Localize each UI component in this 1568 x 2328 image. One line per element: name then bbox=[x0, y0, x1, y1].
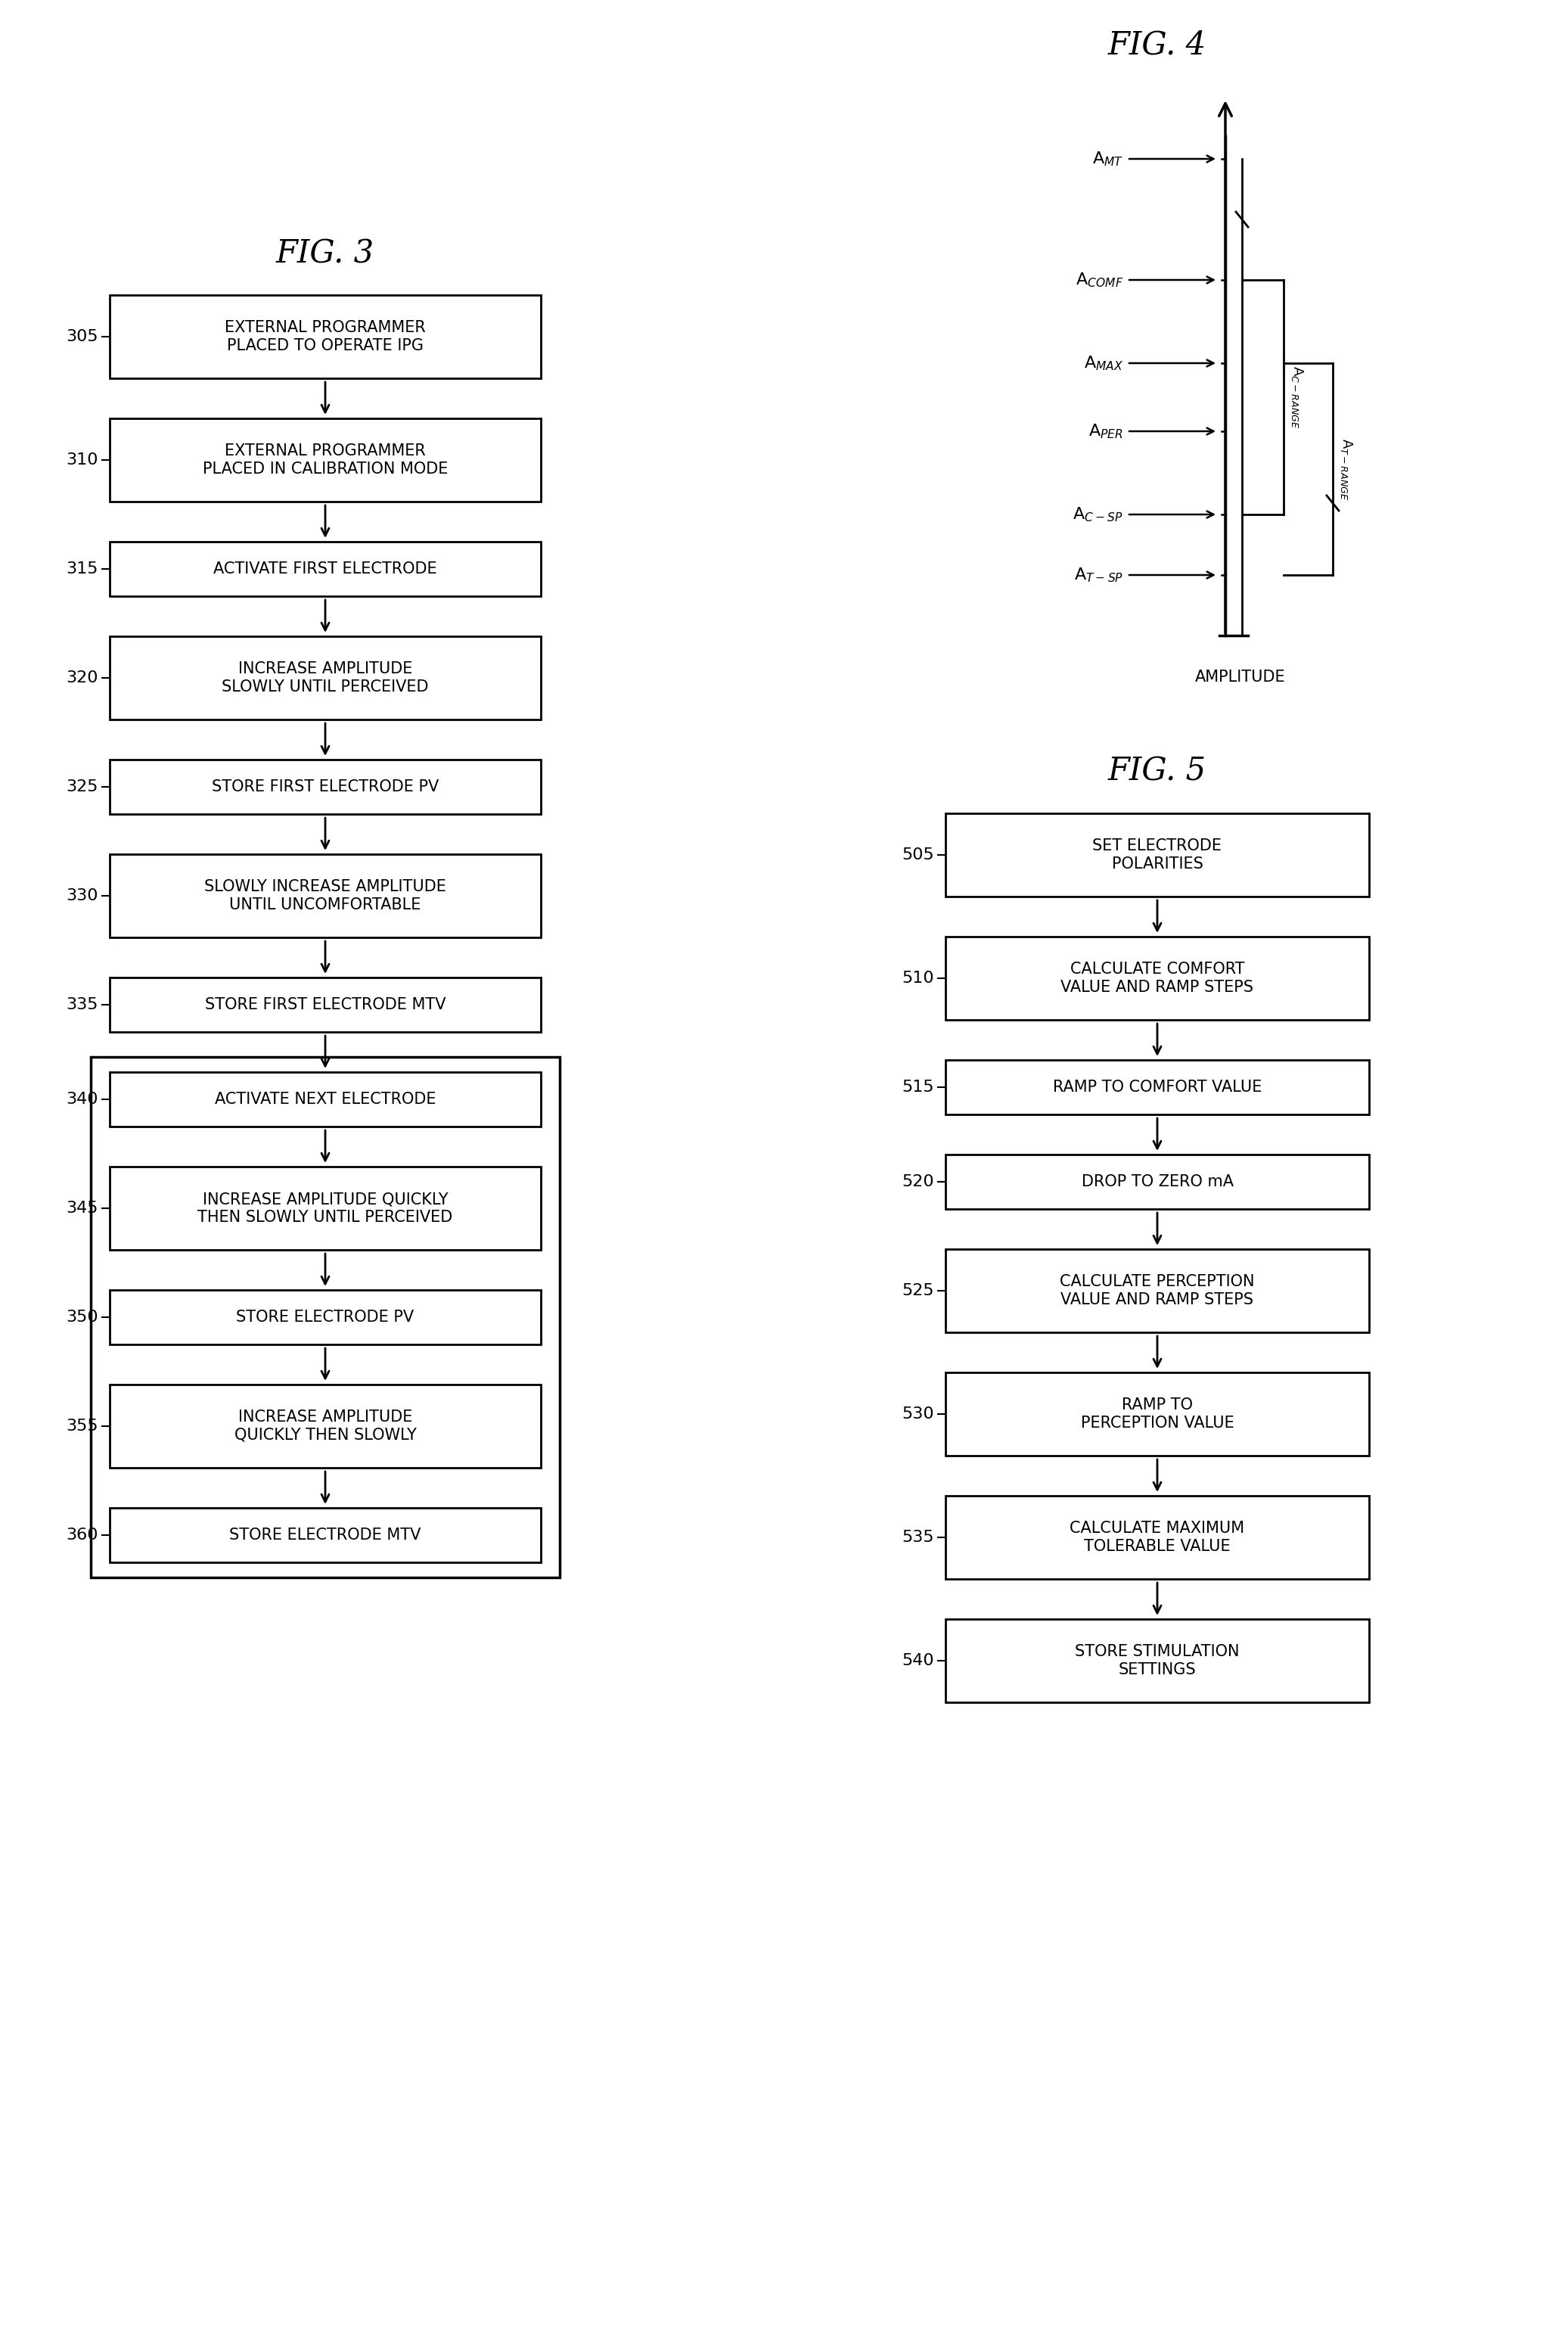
FancyBboxPatch shape bbox=[110, 1166, 541, 1250]
Text: 515: 515 bbox=[902, 1080, 935, 1094]
FancyBboxPatch shape bbox=[946, 1250, 1369, 1332]
Text: 355: 355 bbox=[66, 1418, 99, 1434]
FancyBboxPatch shape bbox=[110, 854, 541, 938]
Bar bbox=[91, 1057, 560, 1578]
Text: CALCULATE PERCEPTION
VALUE AND RAMP STEPS: CALCULATE PERCEPTION VALUE AND RAMP STEP… bbox=[1060, 1273, 1254, 1306]
FancyBboxPatch shape bbox=[110, 296, 541, 377]
Text: SLOWLY INCREASE AMPLITUDE
UNTIL UNCOMFORTABLE: SLOWLY INCREASE AMPLITUDE UNTIL UNCOMFOR… bbox=[204, 880, 447, 913]
Text: CALCULATE COMFORT
VALUE AND RAMP STEPS: CALCULATE COMFORT VALUE AND RAMP STEPS bbox=[1062, 961, 1254, 994]
FancyBboxPatch shape bbox=[110, 759, 541, 815]
Text: 345: 345 bbox=[66, 1201, 99, 1215]
FancyBboxPatch shape bbox=[946, 1618, 1369, 1702]
FancyBboxPatch shape bbox=[110, 1290, 541, 1346]
Text: STORE FIRST ELECTRODE MTV: STORE FIRST ELECTRODE MTV bbox=[205, 996, 445, 1013]
Text: STORE ELECTRODE MTV: STORE ELECTRODE MTV bbox=[229, 1527, 422, 1543]
Text: CALCULATE MAXIMUM
TOLERABLE VALUE: CALCULATE MAXIMUM TOLERABLE VALUE bbox=[1069, 1520, 1245, 1553]
Text: A$_{C-RANGE}$: A$_{C-RANGE}$ bbox=[1289, 365, 1305, 428]
Text: 540: 540 bbox=[902, 1653, 935, 1669]
FancyBboxPatch shape bbox=[946, 936, 1369, 1020]
Text: 360: 360 bbox=[66, 1527, 99, 1543]
Text: AMPLITUDE: AMPLITUDE bbox=[1195, 670, 1286, 684]
Text: A$_{MAX}$: A$_{MAX}$ bbox=[1083, 354, 1123, 372]
Text: EXTERNAL PROGRAMMER
PLACED IN CALIBRATION MODE: EXTERNAL PROGRAMMER PLACED IN CALIBRATIO… bbox=[202, 445, 448, 477]
Text: INCREASE AMPLITUDE QUICKLY
THEN SLOWLY UNTIL PERCEIVED: INCREASE AMPLITUDE QUICKLY THEN SLOWLY U… bbox=[198, 1192, 453, 1225]
Text: INCREASE AMPLITUDE
QUICKLY THEN SLOWLY: INCREASE AMPLITUDE QUICKLY THEN SLOWLY bbox=[234, 1411, 417, 1443]
Text: EXTERNAL PROGRAMMER
PLACED TO OPERATE IPG: EXTERNAL PROGRAMMER PLACED TO OPERATE IP… bbox=[224, 321, 426, 354]
FancyBboxPatch shape bbox=[946, 1497, 1369, 1578]
FancyBboxPatch shape bbox=[946, 812, 1369, 896]
FancyBboxPatch shape bbox=[110, 1509, 541, 1562]
FancyBboxPatch shape bbox=[946, 1155, 1369, 1208]
Text: INCREASE AMPLITUDE
SLOWLY UNTIL PERCEIVED: INCREASE AMPLITUDE SLOWLY UNTIL PERCEIVE… bbox=[221, 661, 428, 694]
Text: STORE ELECTRODE PV: STORE ELECTRODE PV bbox=[237, 1311, 414, 1325]
Text: FIG. 4: FIG. 4 bbox=[1109, 30, 1206, 61]
FancyBboxPatch shape bbox=[946, 1374, 1369, 1455]
Text: 525: 525 bbox=[902, 1283, 935, 1299]
FancyBboxPatch shape bbox=[110, 419, 541, 501]
Text: RAMP TO COMFORT VALUE: RAMP TO COMFORT VALUE bbox=[1052, 1080, 1262, 1094]
FancyBboxPatch shape bbox=[110, 1385, 541, 1467]
Text: ACTIVATE FIRST ELECTRODE: ACTIVATE FIRST ELECTRODE bbox=[213, 561, 437, 577]
Text: A$_{C-SP}$: A$_{C-SP}$ bbox=[1073, 505, 1123, 524]
Text: 510: 510 bbox=[902, 971, 935, 985]
Text: SET ELECTRODE
POLARITIES: SET ELECTRODE POLARITIES bbox=[1093, 838, 1221, 871]
Text: 530: 530 bbox=[902, 1406, 935, 1422]
Text: STORE FIRST ELECTRODE PV: STORE FIRST ELECTRODE PV bbox=[212, 780, 439, 794]
Text: 350: 350 bbox=[66, 1311, 99, 1325]
Text: ACTIVATE NEXT ELECTRODE: ACTIVATE NEXT ELECTRODE bbox=[215, 1092, 436, 1106]
FancyBboxPatch shape bbox=[946, 1059, 1369, 1115]
Text: 330: 330 bbox=[66, 889, 99, 903]
Text: FIG. 5: FIG. 5 bbox=[1109, 757, 1206, 787]
Text: A$_{PER}$: A$_{PER}$ bbox=[1088, 421, 1123, 440]
Text: 320: 320 bbox=[66, 670, 99, 684]
FancyBboxPatch shape bbox=[110, 542, 541, 596]
Text: 535: 535 bbox=[902, 1529, 935, 1546]
Text: 315: 315 bbox=[66, 561, 99, 577]
Text: RAMP TO
PERCEPTION VALUE: RAMP TO PERCEPTION VALUE bbox=[1080, 1397, 1234, 1429]
Text: 305: 305 bbox=[66, 328, 99, 345]
Text: 310: 310 bbox=[66, 452, 99, 468]
Text: 340: 340 bbox=[66, 1092, 99, 1106]
Text: A$_{MT}$: A$_{MT}$ bbox=[1091, 149, 1123, 168]
Text: DROP TO ZERO mA: DROP TO ZERO mA bbox=[1082, 1173, 1234, 1190]
FancyBboxPatch shape bbox=[110, 978, 541, 1031]
Text: 505: 505 bbox=[902, 847, 935, 861]
Text: A$_{T-RANGE}$: A$_{T-RANGE}$ bbox=[1339, 438, 1353, 501]
Text: FIG. 3: FIG. 3 bbox=[276, 237, 375, 270]
Text: STORE STIMULATION
SETTINGS: STORE STIMULATION SETTINGS bbox=[1076, 1644, 1240, 1676]
Text: A$_{COMF}$: A$_{COMF}$ bbox=[1076, 270, 1123, 289]
Text: 335: 335 bbox=[66, 996, 99, 1013]
FancyBboxPatch shape bbox=[110, 636, 541, 719]
Text: 325: 325 bbox=[66, 780, 99, 794]
Text: 520: 520 bbox=[902, 1173, 935, 1190]
Text: A$_{T-SP}$: A$_{T-SP}$ bbox=[1074, 566, 1123, 584]
FancyBboxPatch shape bbox=[110, 1073, 541, 1127]
